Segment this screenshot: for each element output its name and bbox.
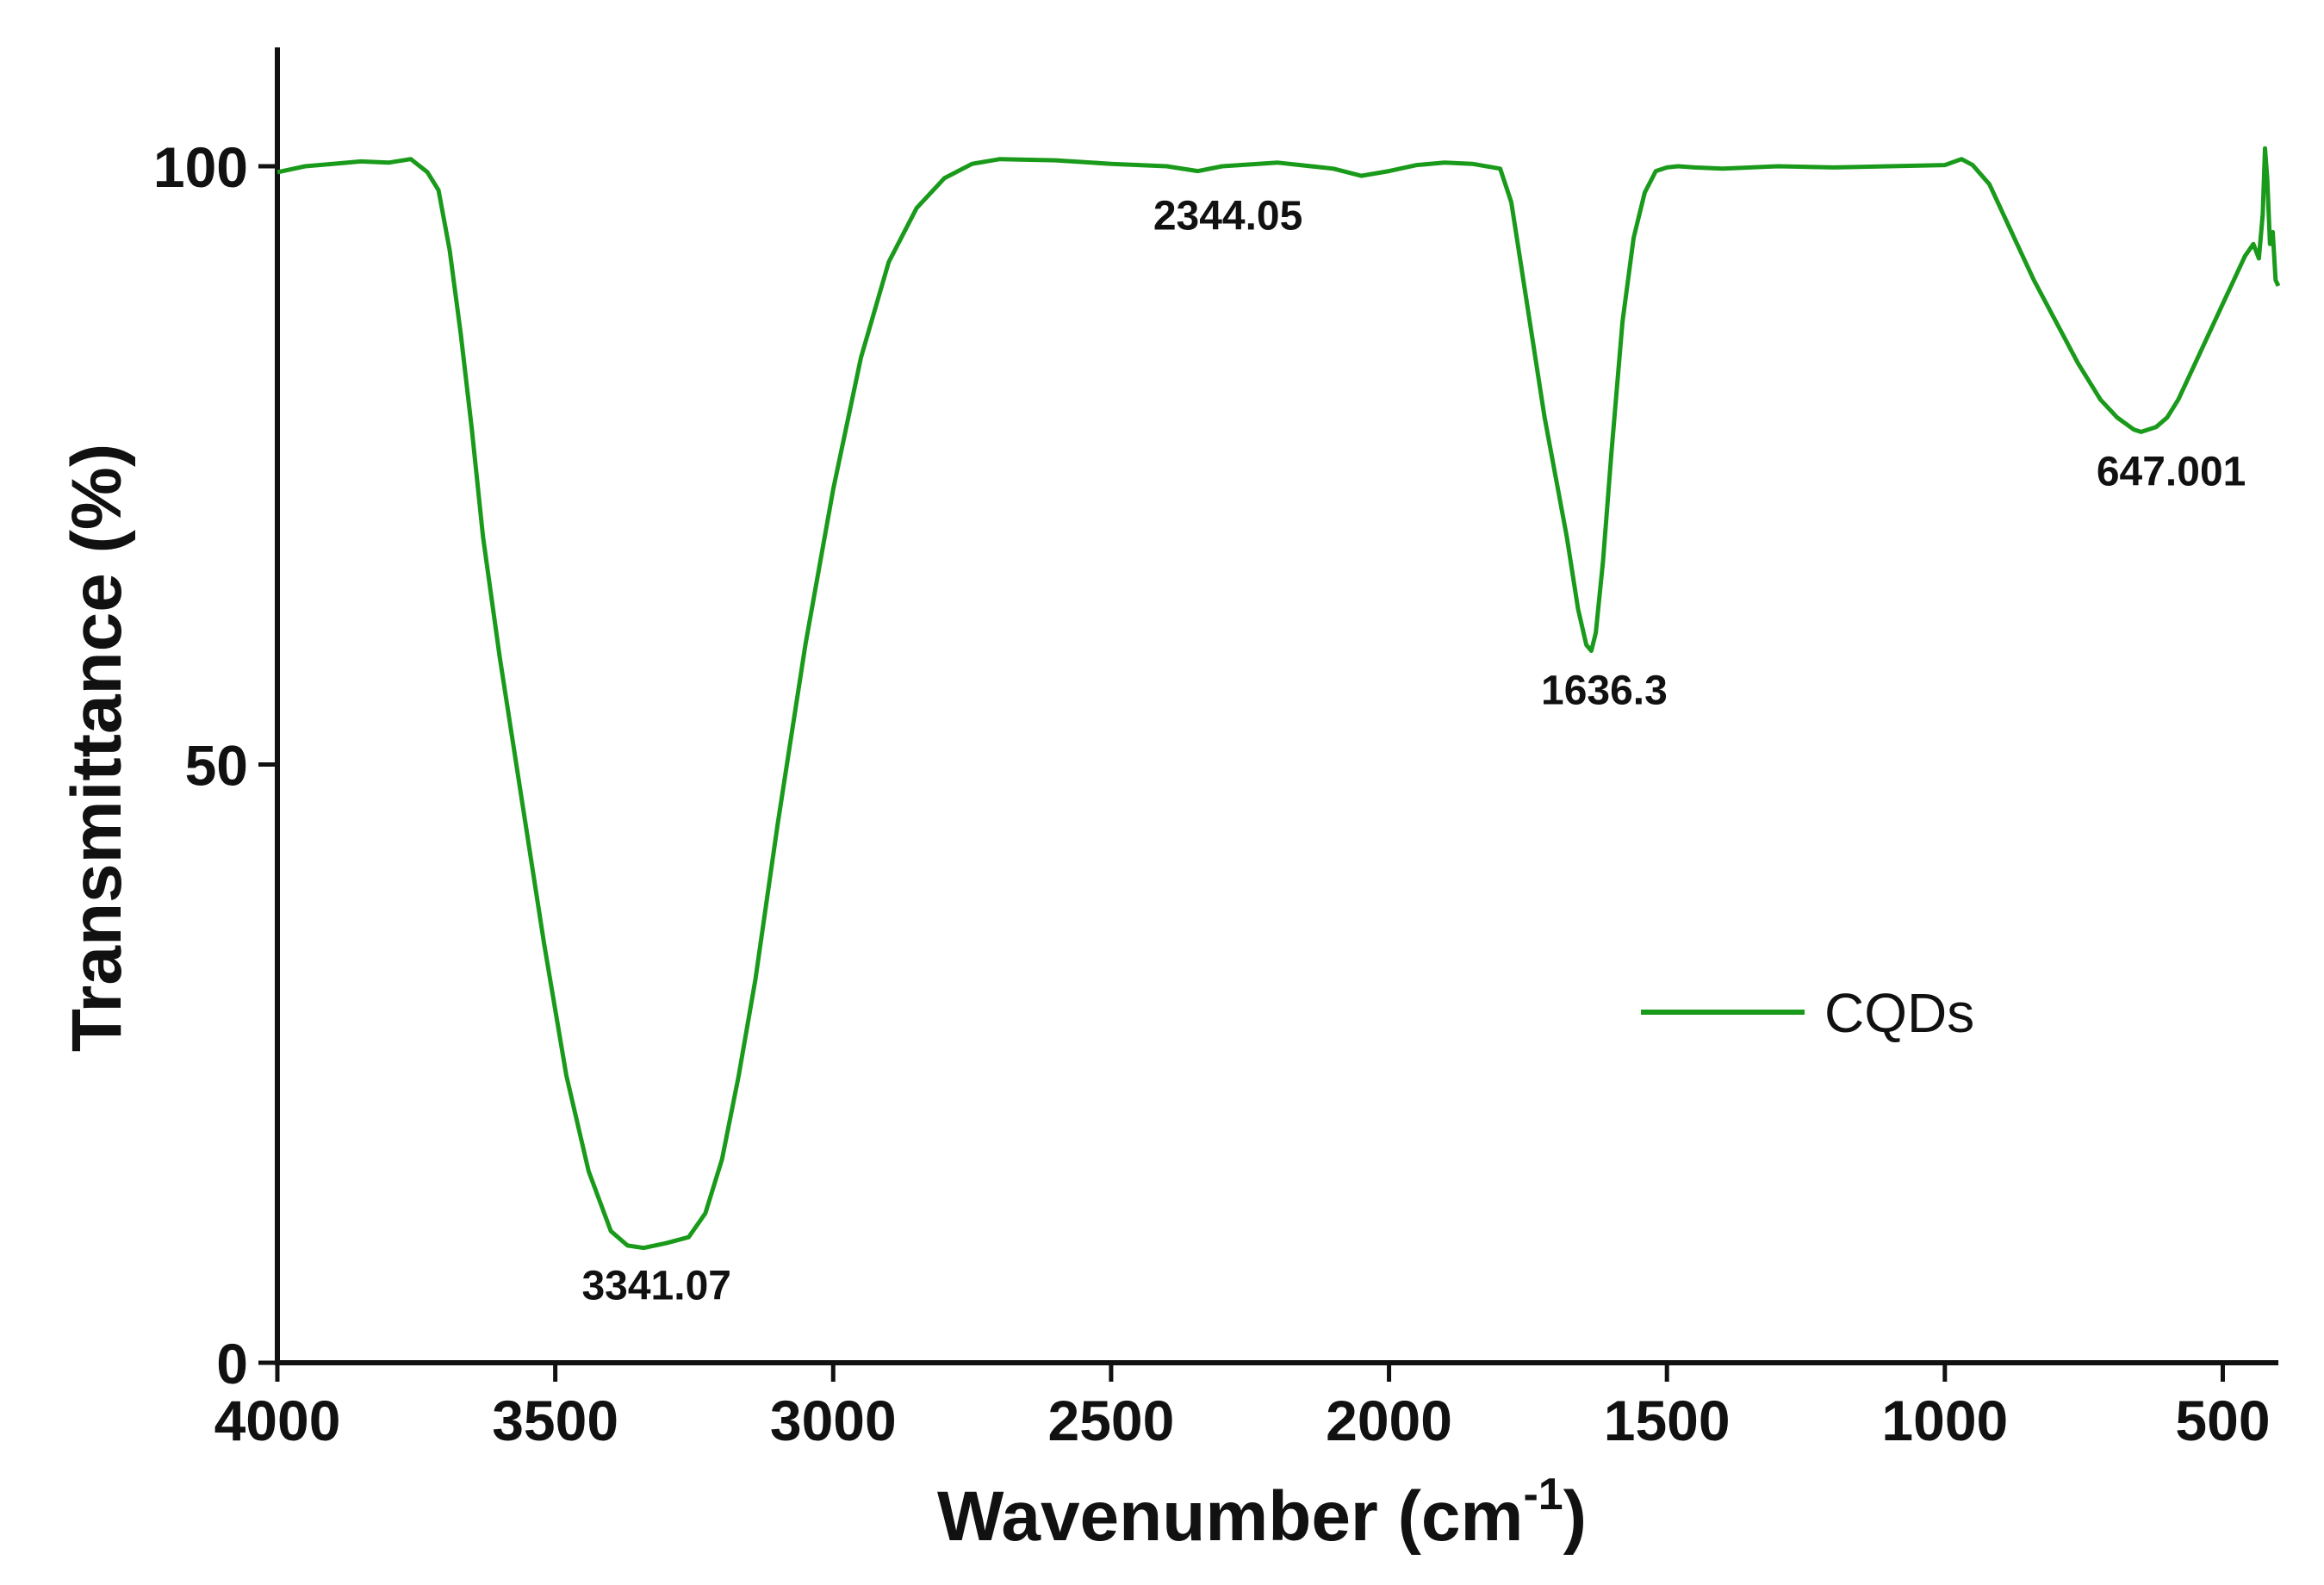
peak-label: 3341.07 (581, 1264, 731, 1309)
legend: CQDs (1641, 982, 1974, 1044)
x-tick-label: 2000 (1326, 1389, 1452, 1452)
x-tick-label: 500 (2175, 1389, 2270, 1452)
series-line-cqds (277, 146, 2281, 1251)
series-layer (277, 146, 2281, 1251)
y-axis-title: Transmittance (%) (58, 444, 136, 1052)
x-tick-label: 3500 (492, 1389, 618, 1452)
x-tick-label: 3000 (770, 1389, 897, 1452)
ticks: 4000 3500 3000 2500 2000 1500 1000 500 0 50 100 (153, 135, 2271, 1452)
peak-label: 1636.3 (1541, 668, 1668, 714)
y-tick-label: 50 (185, 734, 248, 798)
axes (275, 47, 2278, 1365)
x-axis-title: Wavenumber (cm-1) (937, 1470, 1587, 1556)
y-tick-label: 0 (216, 1332, 248, 1395)
peak-label: 647.001 (2097, 449, 2246, 494)
x-tick-label: 1500 (1604, 1389, 1731, 1452)
x-tick-label: 1000 (1881, 1389, 2008, 1452)
x-tick-label: 2500 (1048, 1389, 1175, 1452)
legend-label-cqds: CQDs (1824, 982, 1974, 1044)
x-tick-label: 4000 (214, 1389, 341, 1452)
annotations: 3341.07 2344.05 1636.3 647.001 (581, 194, 2246, 1309)
peak-label: 2344.05 (1153, 194, 1303, 239)
y-tick-label: 100 (153, 135, 248, 199)
